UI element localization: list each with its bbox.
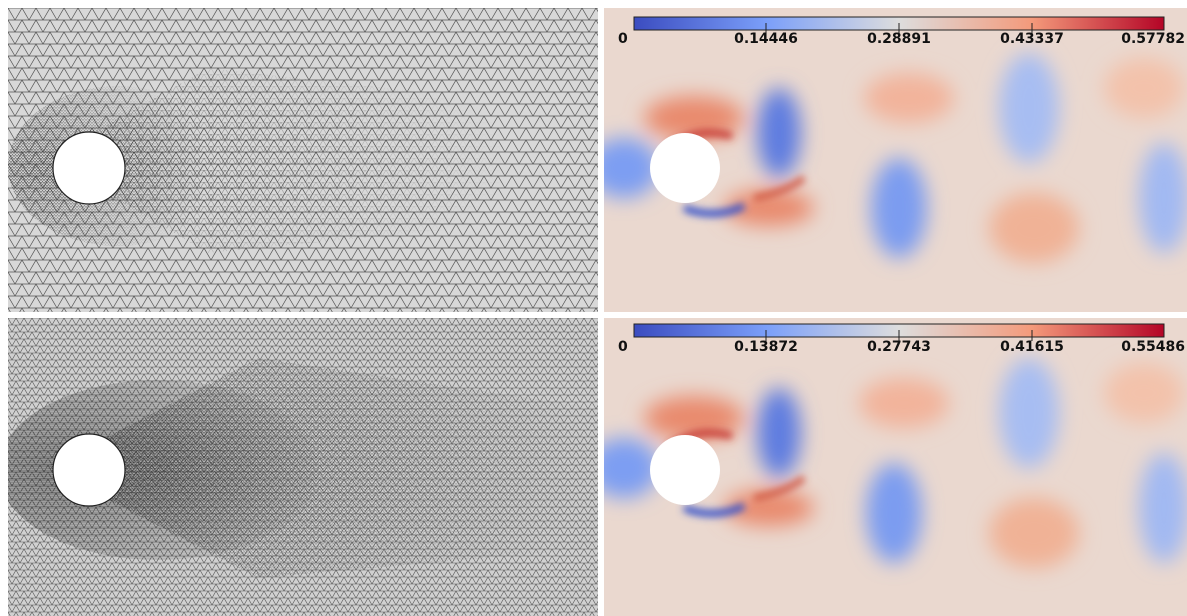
colorbar-tick-label: 0.41615 xyxy=(1000,339,1064,355)
colorbar-tick-label: 0.14446 xyxy=(734,31,798,47)
colorbar-tick-label: 0.57782 xyxy=(1121,31,1185,47)
cylinder-obstacle xyxy=(52,131,126,205)
mesh-drawing-top xyxy=(8,8,598,312)
field-drawing-top xyxy=(604,8,1187,312)
colorbar-tick-label: 0.27743 xyxy=(867,339,931,355)
colorbar-tick-label: 0.43337 xyxy=(1000,31,1064,47)
field-panel-top: 0 0.14446 0.28891 0.43337 0.57782 xyxy=(604,8,1187,312)
mesh-drawing-bottom xyxy=(8,318,598,616)
mesh-panel-top xyxy=(8,8,598,312)
colorbar-tick-label: 0 xyxy=(618,339,628,355)
field-panel-bottom: 0 0.13872 0.27743 0.41615 0.55486 xyxy=(604,318,1187,616)
field-drawing-bottom xyxy=(604,318,1187,616)
colorbar-tick-label: 0.28891 xyxy=(867,31,931,47)
colorbar-tick-label: 0.13872 xyxy=(734,339,798,355)
cylinder-obstacle xyxy=(52,433,126,507)
mesh-panel-bottom xyxy=(8,318,598,616)
cylinder-obstacle xyxy=(650,435,720,505)
colorbar-tick-label: 0.55486 xyxy=(1121,339,1185,355)
cylinder-obstacle xyxy=(650,133,720,203)
colorbar-tick-label: 0 xyxy=(618,31,628,47)
